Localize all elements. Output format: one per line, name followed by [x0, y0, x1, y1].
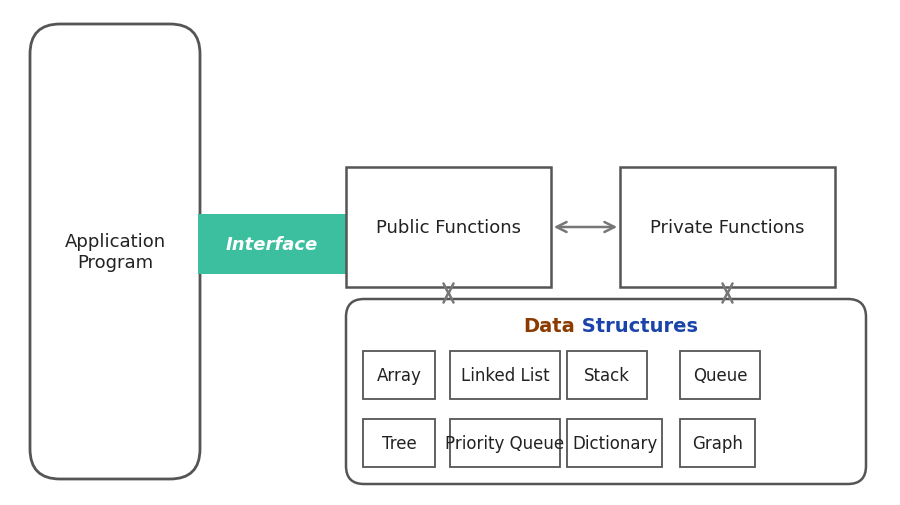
Text: Array: Array: [376, 366, 421, 384]
Bar: [620, 168, 835, 287]
Text: Tree: Tree: [382, 434, 417, 452]
Bar: [346, 168, 551, 287]
Text: Public Functions: Public Functions: [376, 219, 521, 236]
Text: Interface: Interface: [226, 235, 318, 254]
Text: Priority Queue: Priority Queue: [446, 434, 564, 452]
FancyBboxPatch shape: [30, 25, 200, 479]
Text: Queue: Queue: [693, 366, 747, 384]
Bar: [198, 215, 346, 274]
Bar: [680, 351, 760, 399]
Bar: [450, 419, 560, 467]
Text: Structures: Structures: [575, 317, 698, 336]
Bar: [567, 419, 662, 467]
Bar: [363, 419, 435, 467]
Text: Application
Program: Application Program: [65, 233, 166, 271]
Text: Stack: Stack: [584, 366, 630, 384]
Text: Private Functions: Private Functions: [650, 219, 805, 236]
Text: Dictionary: Dictionary: [572, 434, 657, 452]
Text: Graph: Graph: [692, 434, 742, 452]
Bar: [363, 351, 435, 399]
Text: Data: Data: [523, 317, 575, 336]
Bar: [567, 351, 647, 399]
Text: Linked List: Linked List: [461, 366, 549, 384]
FancyBboxPatch shape: [346, 299, 866, 484]
Bar: [450, 351, 560, 399]
Bar: [680, 419, 755, 467]
